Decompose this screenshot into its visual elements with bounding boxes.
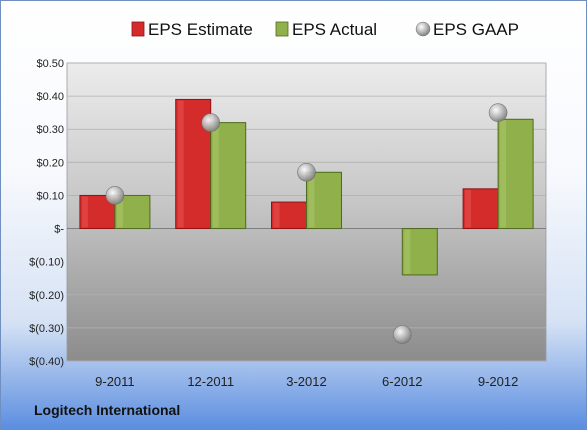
y-tick-label: $(0.10) [29, 257, 64, 269]
gaap-marker-9-2011 [105, 186, 125, 205]
y-tick-label: $0.10 [36, 190, 64, 202]
y-tick-label: $0.20 [36, 157, 64, 169]
bar-highlight [273, 203, 280, 228]
y-tick-label: $(0.40) [29, 356, 64, 368]
x-tick-label: 9-2012 [478, 374, 518, 389]
x-tick-label: 9-2011 [95, 374, 135, 389]
x-tick-label: 6-2012 [382, 374, 422, 389]
gaap-marker-9-2012 [488, 103, 508, 122]
gaap-marker-6-2012 [392, 325, 412, 344]
legend-swatch [275, 21, 289, 37]
legend-label: EPS GAAP [433, 20, 519, 39]
actual-bar-12-2011 [210, 122, 247, 230]
bar-highlight [500, 120, 507, 228]
legend-label: EPS Estimate [148, 20, 253, 39]
bar-highlight [212, 123, 219, 228]
bar-highlight [81, 196, 88, 228]
bar-highlight [177, 100, 184, 228]
y-tick-label: $0.50 [36, 58, 64, 70]
gaap-marker-3-2012 [297, 162, 316, 182]
y-tick-label: $(0.20) [29, 290, 64, 302]
bar-highlight [465, 189, 472, 228]
x-tick-label: 3-2012 [286, 374, 326, 389]
bar-highlight [404, 229, 411, 274]
actual-bar-6-2012 [401, 228, 438, 276]
y-tick-label: $0.30 [36, 124, 64, 136]
estimate-bar-3-2012 [271, 201, 307, 230]
bar-highlight [308, 173, 315, 228]
bar-highlight [116, 196, 123, 228]
legend-swatch [131, 21, 145, 37]
legend-gaap-swatch [415, 21, 431, 37]
y-tick-label: $(0.30) [29, 323, 64, 335]
x-tick-label: 12-2011 [187, 374, 234, 389]
actual-bar-9-2012 [497, 118, 534, 230]
y-tick-label: $- [54, 224, 64, 236]
y-tick-label: $0.40 [36, 91, 64, 103]
actual-bar-3-2012 [306, 171, 342, 230]
legend-label: EPS Actual [292, 20, 377, 39]
company-name: Logitech International [34, 402, 181, 418]
gaap-marker-12-2011 [201, 113, 220, 132]
estimate-bar-9-2012 [462, 188, 499, 230]
